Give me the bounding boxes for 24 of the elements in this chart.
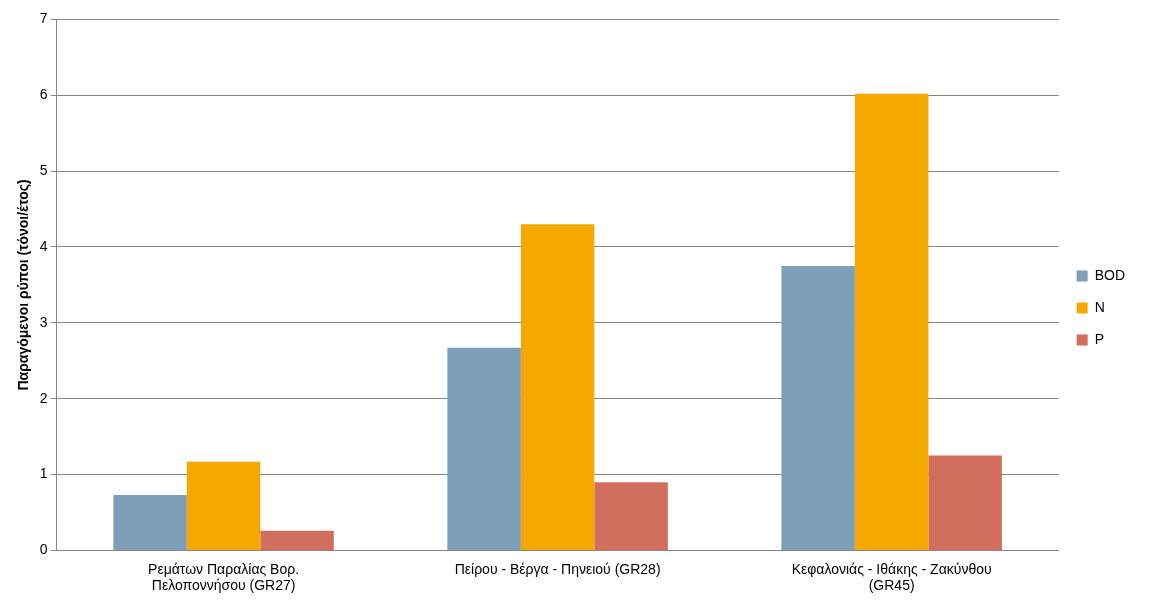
y-tick-label: 0 — [39, 541, 48, 558]
x-tick-label: Πείρου - Βέργα - Πηνειού (GR28) — [454, 560, 661, 577]
bar — [928, 455, 1002, 550]
x-tick-label: Κεφαλονιάς - Ιθάκης - Ζακύνθου (GR45) — [791, 560, 992, 594]
bar — [113, 495, 187, 550]
y-tick-label: 5 — [39, 161, 48, 178]
y-tick-label: 6 — [39, 86, 48, 103]
bar — [520, 224, 595, 550]
y-tick-label: 3 — [39, 313, 48, 330]
legend-label: P — [1094, 330, 1105, 347]
legend-label: BOD — [1094, 266, 1126, 283]
legend-label: N — [1094, 298, 1105, 315]
bar — [260, 530, 334, 550]
bar — [781, 265, 855, 550]
y-tick-label: 7 — [39, 10, 48, 27]
x-tick-label: Ρεμάτων Παραλίας Βορ. Πελοποννήσου (GR27) — [148, 560, 300, 594]
y-tick-label: 2 — [39, 389, 48, 406]
y-tick-label: 4 — [39, 237, 48, 254]
bar — [447, 347, 521, 550]
bar — [854, 93, 929, 550]
y-axis-title: Παραγόμενοι ρύποι (τόνοι/έτος) — [15, 179, 32, 391]
bar — [594, 482, 668, 550]
y-tick-label: 1 — [39, 465, 48, 482]
bar — [186, 461, 261, 550]
